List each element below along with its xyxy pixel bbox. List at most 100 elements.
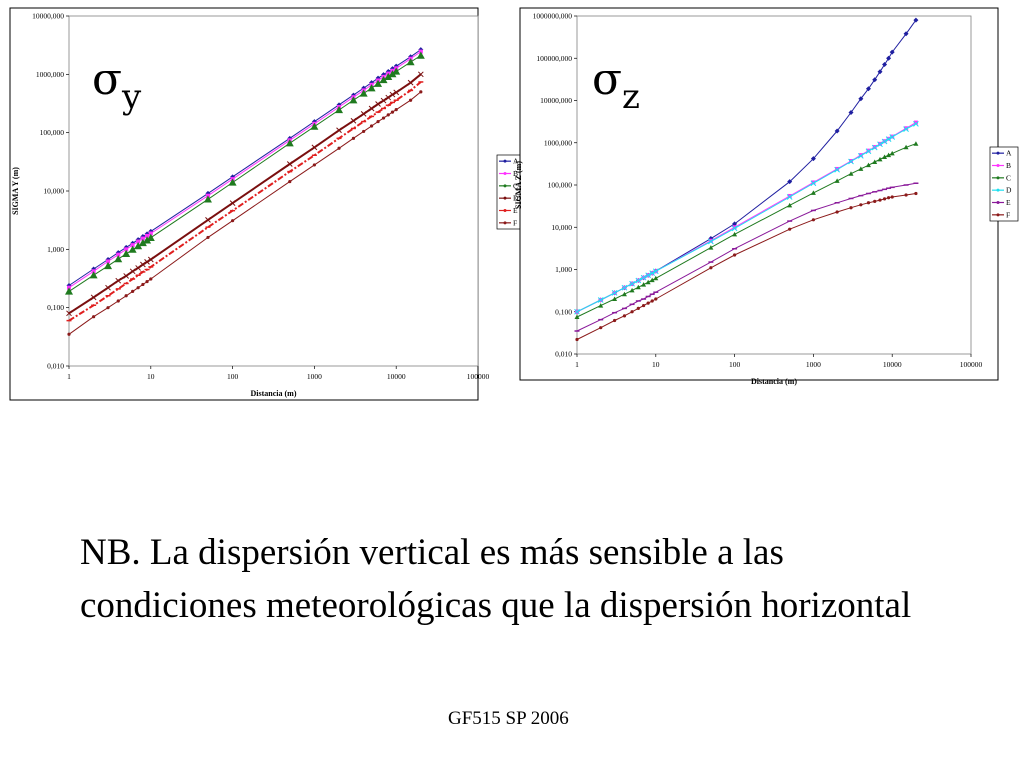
series-C-point [122,249,131,257]
series-A-point [913,17,919,23]
series-F-point [386,113,390,117]
series-C-point [848,171,854,176]
legend-marker-E [503,209,507,212]
y-tick-label: 1000,000 [544,138,572,147]
series-D-point [115,277,122,284]
series-C-point [388,70,397,78]
series-A-point [872,77,878,83]
sigma-z-label: σz [592,58,640,115]
series-F-point [141,282,145,287]
series-B-point [835,166,840,171]
series-A-point [877,69,883,75]
series-D-point [417,71,424,78]
x-axis-title: Distancia (m) [251,389,297,398]
series-F-point [390,110,395,114]
y-tick-label: 1000,000 [36,70,64,79]
legend-label-D: D [513,194,519,203]
y-tick-label: 10,000 [43,187,64,196]
series-D-point [380,97,387,104]
series-F-point [904,193,908,197]
legend-marker-A [996,151,1000,155]
series-D-point [385,94,392,101]
series-F-point [145,279,149,284]
y-tick-label: 100,000 [40,128,65,137]
series-F-point [409,98,413,102]
series-B-point [124,247,129,252]
legend-label-C: C [1006,173,1011,182]
legend-marker-F [996,213,1000,217]
series-C-point [598,303,604,308]
series-A-point [882,62,888,68]
series-D-point [611,290,618,296]
legend-label-D: D [1006,186,1012,195]
series-D-point [336,127,342,134]
series-D-point [834,166,840,173]
series-D-point [360,111,367,117]
series-D-point [66,310,72,317]
series-C-point [406,58,415,66]
series-C-point [374,79,383,87]
series-F-point [376,119,380,124]
series-F-point [636,306,640,311]
series-D-point [649,270,656,276]
series-D-point [889,134,896,140]
series-D-point [635,277,642,284]
series-B-point [130,243,135,248]
series-C-point [146,233,155,241]
series-F-point [136,286,140,290]
series-F-point [394,108,398,112]
series-C-point [903,144,909,150]
x-tick-label: 1 [67,372,71,381]
series-F-point [67,332,71,336]
series-D-point [652,268,659,275]
sigma-y-symbol: σ [92,54,123,105]
series-C-point [612,296,618,302]
series-D-point [903,126,909,132]
y-tick-label: 1000000,000 [533,12,573,21]
series-D-point [731,225,738,232]
chart-sigma-y: 0,010 0,100 1,000 10,000 100,000 1000,000 1000… [9,7,522,401]
series-C-point [732,231,738,237]
series-C-point [621,291,627,297]
series-C-point [886,152,892,158]
legend-label-E: E [513,206,518,215]
sigma-z-subscript: z [622,77,640,117]
series-D-point [105,284,111,291]
series-F-point [362,129,366,134]
series-A-point [787,179,793,185]
series-C-point [114,255,123,263]
series-D-point [708,238,714,245]
series-C-point [889,150,895,156]
series-C-point [143,236,152,244]
series-F-point [599,326,603,330]
series-B-point [811,180,816,185]
series-D-point [574,308,580,315]
series-A-point [889,49,895,55]
series-C-point [641,282,647,287]
series-F-point [709,266,713,270]
series-F-point [873,199,877,203]
series-F-point [131,289,135,294]
legend-marker-C [996,176,1000,180]
series-C-point [392,67,401,75]
series-C-point [65,287,73,295]
series-F-point [116,299,120,303]
series-C-point [787,202,793,208]
series-F-point [641,303,646,308]
series-F-point [575,337,579,342]
series-D-point [140,261,146,268]
series-F-point [630,310,634,314]
series-B-point [106,259,111,264]
series-F-point [206,235,210,240]
legend-box [989,146,1019,222]
series-C-point [810,190,816,195]
legend-marker-A [503,159,507,163]
series-C-point [872,159,878,165]
series-F-point [788,227,792,231]
series-C-point [285,139,294,147]
legend-label-C: C [513,181,518,190]
series-F-point [914,191,918,196]
series-F-point [106,306,110,310]
legend-marker-B [503,172,507,175]
